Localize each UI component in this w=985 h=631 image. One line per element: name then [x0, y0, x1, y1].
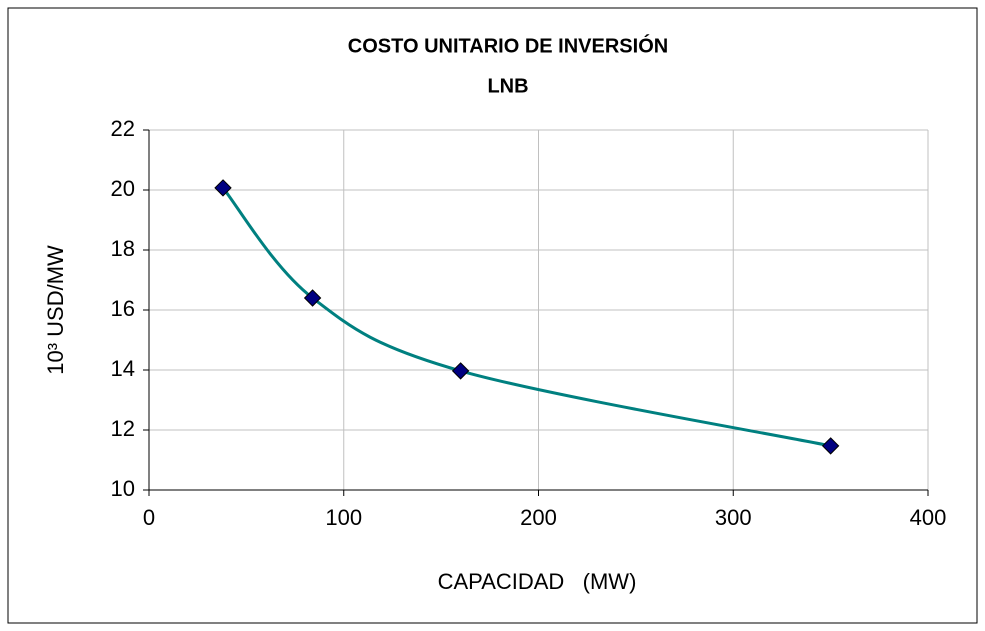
y-tick-label: 18: [111, 236, 135, 261]
y-tick-label: 10: [111, 476, 135, 501]
x-tick-label: 300: [715, 505, 752, 530]
y-tick-label: 14: [111, 356, 135, 381]
data-point: [821, 437, 840, 455]
data-point: [451, 362, 470, 380]
x-tick-label: 400: [910, 505, 947, 530]
x-tick-label: 200: [520, 505, 557, 530]
chart-title: COSTO UNITARIO DE INVERSIÓN: [348, 33, 668, 57]
y-axis-label: 10³ USD/MW: [43, 245, 68, 375]
series-line: [221, 186, 831, 448]
chart-subtitle: LNB: [487, 75, 528, 97]
chart-frame: [7, 7, 978, 624]
x-tick-label: 0: [143, 505, 155, 530]
data-point: [214, 179, 232, 197]
x-tick-label: 100: [325, 505, 362, 530]
x-axis-label: CAPACIDAD (MW): [438, 569, 637, 594]
y-tick-label: 22: [111, 116, 135, 141]
y-tick-label: 20: [111, 176, 135, 201]
y-tick-label: 16: [111, 296, 135, 321]
y-tick-label: 12: [111, 416, 135, 441]
data-point: [303, 289, 322, 307]
